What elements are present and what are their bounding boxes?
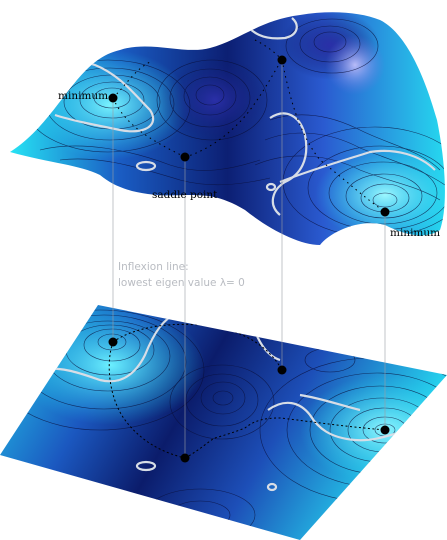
minimum-right-point [380,207,390,217]
label-minimum-left: minimum [58,90,108,102]
minimum-left-point-2d [108,337,118,347]
minimum-left-point [108,93,118,103]
transition-point-marker [277,55,287,65]
saddle-point-marker [180,152,190,162]
inflexion-lines-2d [39,313,431,492]
transition-point-marker-2d [277,365,287,375]
left-basin-glow-2d [15,305,205,425]
label-saddle-point: saddle point [152,189,218,201]
surface-3d [10,12,445,246]
minimum-right-point-2d [380,425,390,435]
saddle-point-marker-2d [180,453,190,463]
surface-highlight [325,35,385,95]
reaction-path-top [112,39,386,213]
label-inflexion-line: Inflexion line: [118,261,189,273]
central-hill-shade [160,55,270,145]
projection-lines [112,60,386,458]
stationary-points-top [108,55,390,217]
label-inflexion-eigenvalue: lowest eigen value λ= 0 [118,277,245,289]
projection-2d [0,305,447,540]
stationary-points-2d [108,337,390,463]
label-minimum-right: minimum [390,227,440,239]
